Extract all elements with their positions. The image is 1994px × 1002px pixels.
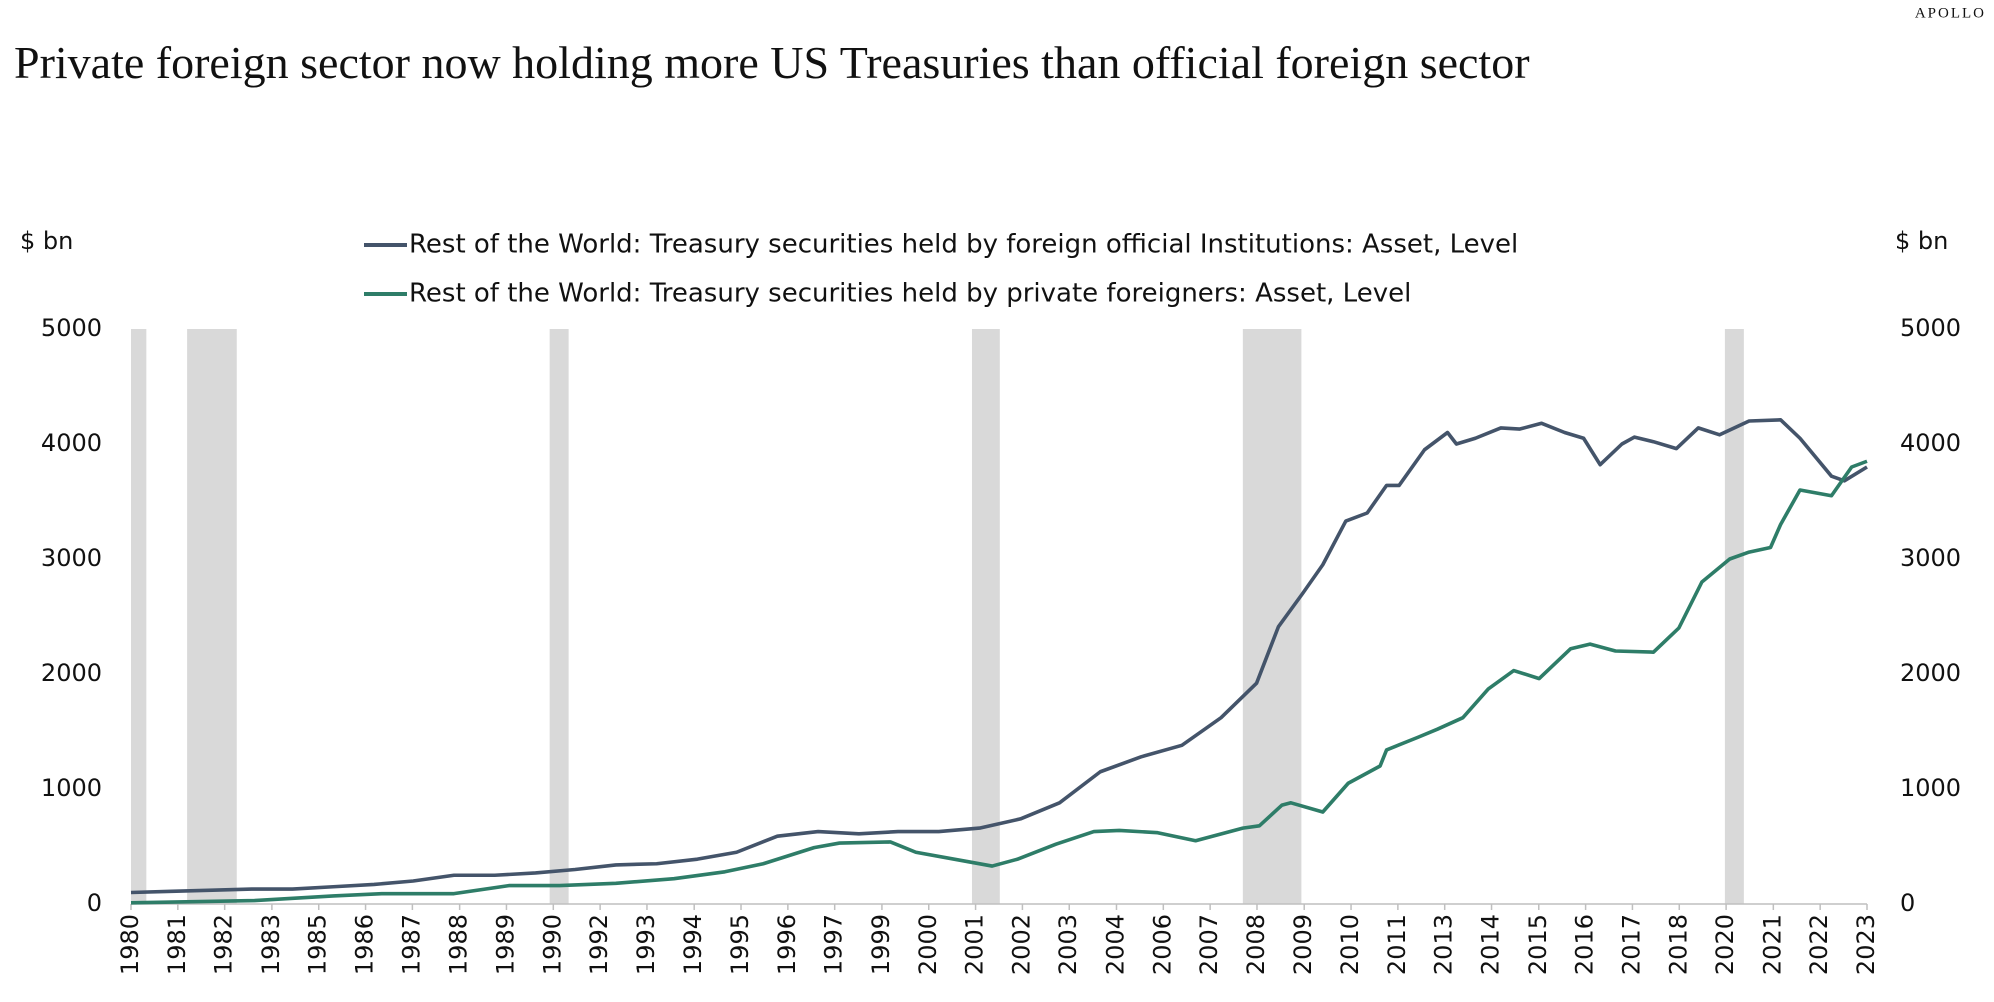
y-tick-label: 2000 [41,659,102,687]
x-tick-label: 1993 [632,914,660,975]
x-tick-label: 2011 [1383,914,1411,975]
x-tick-label: 2008 [1242,914,1270,975]
x-tick-label: 1999 [867,914,895,975]
x-tick-label: 1992 [585,914,613,975]
x-tick-label: 1980 [116,914,144,975]
x-tick-label: 2003 [1054,914,1082,975]
y2-tick-label: 1000 [1900,774,1961,802]
y-tick-label: 5000 [41,314,102,342]
y2-tick-label: 3000 [1900,544,1961,572]
y2-axis-label: $ bn [1895,227,1948,255]
x-tick-label: 2006 [1148,914,1176,975]
x-tick-label: 2001 [961,914,989,975]
brand: APOLLO [1915,5,1986,21]
x-tick-label: 1997 [820,914,848,975]
x-tick-label: 2014 [1477,914,1505,975]
y-tick-label: 0 [87,889,102,917]
chart-title: Private foreign sector now holding more … [14,37,1530,88]
recession-band [971,329,1000,904]
x-tick-label: 2017 [1617,914,1645,975]
legend-label: Rest of the World: Treasury securities h… [409,230,1518,260]
y-axis-label: $ bn [20,227,73,255]
x-tick-label: 2009 [1289,914,1317,975]
y2-tick-label: 5000 [1900,314,1961,342]
x-tick-label: 2004 [1101,914,1129,975]
recession-band [131,329,147,904]
x-tick-label: 2016 [1571,914,1599,975]
x-tick-label: 1981 [163,914,191,975]
x-tick-label: 2021 [1758,914,1786,975]
legend-label: Rest of the World: Treasury securities h… [409,279,1411,309]
x-tick-label: 2018 [1664,914,1692,975]
y2-tick-label: 4000 [1900,429,1961,457]
recession-band [549,329,569,904]
x-tick-label: 1986 [351,914,379,975]
x-tick-label: 2002 [1007,914,1035,975]
x-tick-label: 1989 [491,914,519,975]
x-tick-label: 1988 [445,914,473,975]
x-tick-label: 1996 [773,914,801,975]
x-tick-label: 1982 [210,914,238,975]
y2-tick-label: 2000 [1900,659,1961,687]
x-tick-label: 1987 [397,914,425,975]
x-tick-label: 2022 [1805,914,1833,975]
series-line [130,459,1868,905]
x-tick-label: 2010 [1336,914,1364,975]
x-tick-label: 2007 [1195,914,1223,975]
y-tick-label: 3000 [41,544,102,572]
x-tick-label: 2020 [1711,914,1739,975]
x-tick-label: 1990 [538,914,566,975]
recession-band [1724,329,1744,904]
series-line [130,418,1868,895]
x-tick-label: 2023 [1852,914,1880,975]
recession-band [187,329,237,904]
x-tick-label: 1983 [257,914,285,975]
x-tick-label: 1985 [304,914,332,975]
x-tick-label: 2013 [1430,914,1458,975]
x-tick-label: 2015 [1524,914,1552,975]
recession-band [1242,329,1302,904]
x-tick-label: 2000 [914,914,942,975]
y-tick-label: 4000 [41,429,102,457]
x-tick-label: 1995 [726,914,754,975]
x-tick-label: 1994 [679,914,707,975]
y-tick-label: 1000 [41,774,102,802]
y2-tick-label: 0 [1900,889,1915,917]
